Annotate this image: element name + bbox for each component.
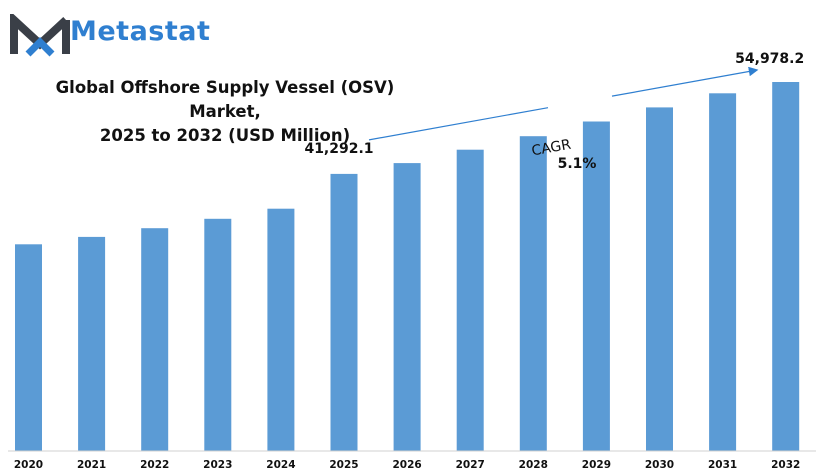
x-tick-label-2027: 2027 [456,459,485,471]
x-tick-label-2023: 2023 [203,459,232,471]
bar-2028 [519,136,547,451]
x-tick-label-2025: 2025 [329,459,358,471]
cagr-value: 5.1% [558,156,597,172]
metastat-m-logo-icon [10,14,70,57]
bar-2022 [141,228,169,451]
bars-group [15,82,800,452]
x-tick-label-2029: 2029 [582,459,611,471]
cagr-arrow-end [611,66,759,97]
x-tick-label-2030: 2030 [645,459,674,471]
x-tick-label-2028: 2028 [519,459,548,471]
chart-title: Global Offshore Supply Vessel (OSV) Mark… [20,76,430,148]
bar-2021 [78,236,106,451]
bar-2029 [582,121,610,451]
bar-2020 [15,244,42,451]
bar-2027 [456,149,484,451]
x-tick-labels: 2020 2021 2022 2023 2024 2025 2026 2027 2028 2029… [14,459,800,471]
bar-2025 [330,173,358,451]
bar-2030 [646,107,673,452]
x-tick-label-2022: 2022 [140,459,169,471]
x-tick-label-2020: 2020 [14,459,43,471]
cagr-arrow-start [368,107,549,141]
bar-2023 [204,218,232,451]
chart-title-line-1: Global Offshore Supply Vessel (OSV) Mark… [55,78,395,121]
data-label-2032: 54,978.2 [735,51,804,67]
bar-2024 [267,208,295,451]
data-labels: 41,292.1 54,978.2 [304,51,804,157]
brand-name: Metastat [70,16,211,47]
x-tick-label-2021: 2021 [77,459,106,471]
cagr-label: CAGR [530,137,572,160]
bar-2026 [393,163,421,451]
x-tick-label-2026: 2026 [392,459,421,471]
x-tick-label-2032: 2032 [771,459,800,471]
bar-2032 [772,82,800,451]
x-tick-label-2031: 2031 [708,459,737,471]
metastat-logo [10,14,70,57]
x-tick-label-2024: 2024 [266,459,295,471]
data-label-2025: 41,292.1 [304,141,373,157]
chart-title-line-2: 2025 to 2032 (USD Million) [99,126,351,145]
bar-2031 [709,93,737,452]
